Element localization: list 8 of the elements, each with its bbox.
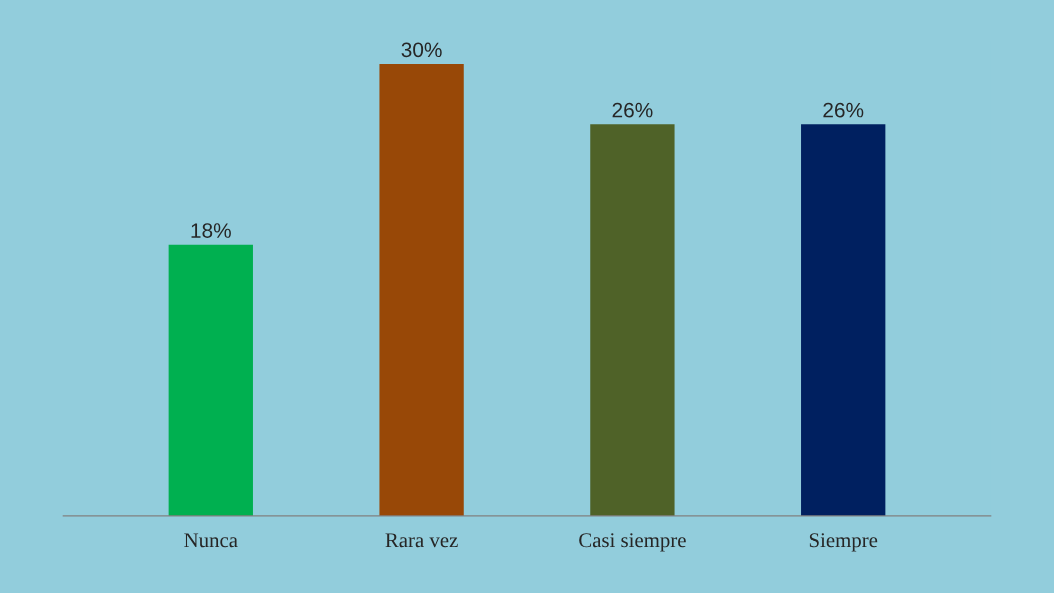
data-label: 30% — [401, 42, 442, 58]
data-label: 26% — [612, 102, 653, 118]
x-tick-label: Nunca — [184, 533, 238, 548]
data-label: 18% — [191, 223, 231, 238]
x-tick-label: Rara vez — [385, 533, 458, 548]
data-label: 26% — [823, 102, 864, 118]
x-tick-label: Siempre — [809, 533, 878, 552]
x-tick-label: Casi siempre — [579, 533, 686, 552]
